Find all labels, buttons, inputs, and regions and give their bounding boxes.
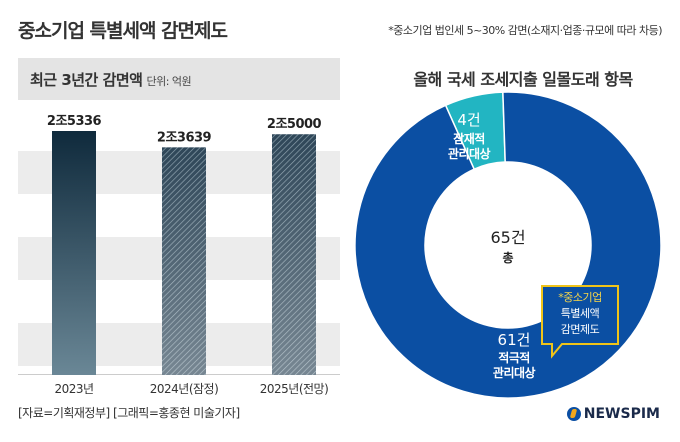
newspim-logo-text: NEWSPIM xyxy=(583,406,660,422)
donut-slice xyxy=(354,91,662,399)
footnote: *중소기업 법인세 5~30% 감면(소재지·업종·규모에 따라 차등) xyxy=(388,24,662,37)
bar-chart-header: 최근 3년간 감면액 단위: 억원 xyxy=(18,58,340,100)
donut-slice xyxy=(444,91,506,171)
bar-category-label: 2024년(잠정) xyxy=(149,382,219,396)
callout-label: 감면제도 xyxy=(561,323,600,336)
bar-chart-unit: 단위: 억원 xyxy=(146,75,192,88)
donut-chart-title: 올해 국세 조세지출 일몰도래 항목 xyxy=(413,70,633,89)
slice-value-label: 61건 xyxy=(498,331,531,349)
callout-label: *중소기업 xyxy=(558,291,601,304)
bar-value-label: 2조5336 xyxy=(47,114,102,129)
donut-center-value: 65건 xyxy=(490,228,525,247)
bar-shade xyxy=(272,134,316,375)
slice-category-label: 관리대상 xyxy=(448,146,491,161)
newspim-logo: NEWSPIM xyxy=(566,406,660,422)
source-credit: [자료=기획재정부] [그래픽=홍종현 미술기자] xyxy=(18,406,240,420)
slice-category-label: 관리대상 xyxy=(493,365,536,380)
donut-center-label: 총 xyxy=(502,250,513,265)
bar-category-label: 2023년 xyxy=(54,382,94,396)
bar-category-label: 2025년(전망) xyxy=(259,382,329,396)
bar-chart-title-text: 최근 3년간 감면액 xyxy=(30,71,143,89)
slice-value-label: 4건 xyxy=(457,111,480,129)
bar-chart: 2조5336 2조3639 2조5000 xyxy=(18,114,340,375)
bar-value-label: 2조5000 xyxy=(267,117,322,132)
callout-box xyxy=(541,285,619,359)
slice-category-label: 잠재적 xyxy=(453,131,485,146)
bar-shade xyxy=(162,147,206,375)
slice-category-label: 적극적 xyxy=(498,350,530,365)
bar-chart-panel: 최근 3년간 감면액 단위: 억원 2조5336 2조3639 2조5000 xyxy=(18,52,340,375)
bar-value-label: 2조3639 xyxy=(157,130,212,145)
bar-chart-title: 최근 3년간 감면액 단위: 억원 xyxy=(30,69,192,90)
callout-label: 특별세액 xyxy=(561,307,599,320)
page-title: 중소기업 특별세액 감면제도 xyxy=(18,20,228,42)
bar xyxy=(52,131,96,375)
newspim-logo-icon xyxy=(566,407,581,421)
